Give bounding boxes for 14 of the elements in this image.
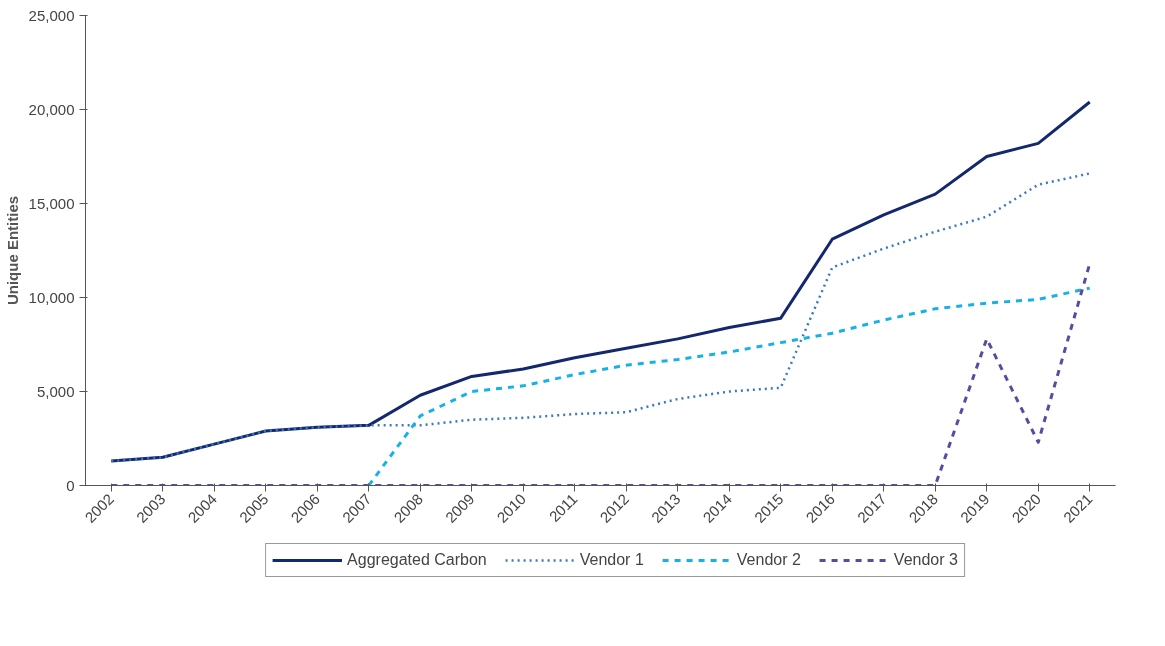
legend-label: Vendor 1 (579, 551, 644, 569)
line-series (110, 172, 1091, 463)
line-series (367, 286, 1092, 486)
y-tick-label: 25,000 (28, 6, 75, 24)
line-series (109, 100, 1092, 463)
y-tick-label: 0 (66, 476, 75, 494)
y-tick-label: 5,000 (36, 382, 75, 400)
legend-label: Vendor 2 (736, 551, 801, 569)
legend-label: Vendor 3 (893, 551, 958, 569)
y-tick-label: 20,000 (28, 100, 75, 118)
legend-label: Aggregated Carbon (347, 551, 487, 569)
y-tick-label: 10,000 (28, 288, 75, 306)
y-tick-label: 15,000 (28, 194, 75, 212)
y-axis-title: Unique Entities (3, 195, 21, 306)
